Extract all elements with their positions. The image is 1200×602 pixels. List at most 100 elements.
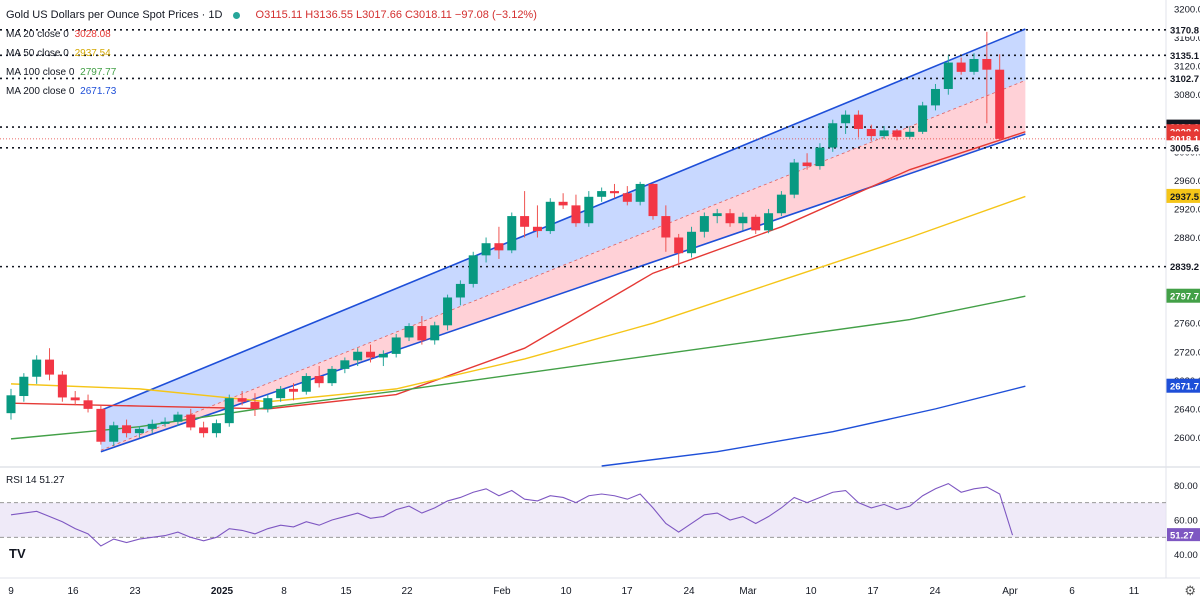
ma200-value: 2671.73 [80,86,117,97]
time-tick-label: 11 [1129,586,1140,597]
candle-body [199,427,209,434]
price-label-box [1166,22,1200,37]
ma100-value: 2797.77 [80,67,117,78]
time-tick-label: 2025 [211,586,234,597]
price-label-box [1166,70,1200,85]
candle-body [211,423,221,434]
candle-body [892,130,902,137]
price-label-box [1166,288,1200,303]
price-tick-label: 3080.00 [1174,90,1200,101]
time-tick-label: 24 [929,586,941,597]
ma50-label: MA 50 close 0 [6,48,69,59]
ma20-value: 3028.08 [74,29,111,40]
price-tick-label: 3120.00 [1174,62,1200,73]
price-tick-label: 2880.00 [1174,233,1200,244]
price-tick-label: 3160.00 [1174,33,1200,44]
price-label-box [1166,140,1200,155]
candle-body [751,216,761,231]
time-tick-label: 8 [281,586,287,597]
candle-body [96,408,106,442]
candle-body [404,326,414,338]
ma50-legend[interactable]: MA 50 close 0 2937.54 [6,44,537,63]
candle-body [122,425,132,434]
candle-body [481,243,491,256]
candle-body [301,376,311,392]
ma20-label: MA 20 close 0 [6,29,69,40]
candle-body [391,337,401,354]
candle-body [661,216,671,238]
ma200-legend[interactable]: MA 200 close 0 2671.73 [6,82,537,101]
rsi-legend[interactable]: RSI 14 51.27 [6,475,64,486]
price-label-text: 3018.1 [1170,134,1200,145]
time-tick-label: Apr [1002,586,1018,597]
price-tick-label: 2760.00 [1174,319,1200,330]
ma20-legend[interactable]: MA 20 close 0 3028.08 [6,25,537,44]
candle-body [597,191,607,197]
time-tick-label: Mar [739,586,757,597]
candle-body [584,196,594,224]
candle-body [45,359,55,375]
time-tick-label: 9 [8,586,14,597]
channel-upper-fill [100,28,1026,451]
price-label-text: 2797.7 [1170,292,1199,303]
candle-body [430,325,440,341]
candle-body [699,216,709,232]
price-label-text: 3135.1 [1170,51,1200,62]
candle-body [340,360,350,369]
time-tick-label: 10 [560,586,572,597]
candle-body [417,326,427,341]
ma100-legend[interactable]: MA 100 close 0 2797.77 [6,63,537,82]
chart-legend: Gold US Dollars per Ounce Spot Prices · … [6,6,537,101]
candle-body [982,58,992,70]
ma-line-3 [601,385,1026,467]
price-label-text: 2937.5 [1170,192,1200,203]
candle-body [147,423,157,429]
candle-body [83,400,93,409]
price-label-box [1166,188,1200,203]
candle-body [815,147,825,167]
candle-body [841,114,851,124]
rsi-tick-label: 80.00 [1174,481,1198,492]
ma-line-1 [10,195,1026,403]
time-tick-label: 15 [340,586,352,597]
candle-body [494,243,504,251]
candle-body [687,231,697,254]
candle-body [879,130,889,137]
candle-body [507,216,517,251]
candle-body [930,88,940,106]
candle-body [366,351,376,358]
price-tick-label: 2640.00 [1174,404,1200,415]
candle-body [378,353,388,358]
candle-body [250,401,260,409]
price-label-text: 2839.2 [1170,262,1199,273]
candle-body [776,194,786,214]
time-tick-label: 16 [67,586,79,597]
settings-gear-icon[interactable]: ⚙ [1184,583,1196,598]
channel-upper-line [100,28,1026,412]
candle-body [455,283,465,298]
candle-body [558,201,568,206]
candle-body [738,216,748,224]
candle-body [237,398,247,402]
candle-body [443,297,453,326]
tradingview-logo[interactable]: TV [9,546,26,561]
candle-body [532,226,542,232]
market-status-icon [233,11,241,19]
candle-body [70,397,80,401]
ma200-label: MA 200 close 0 [6,86,75,97]
price-label-box [1166,378,1200,393]
rsi-line [10,482,1014,547]
time-tick-label: Feb [493,586,511,597]
time-tick-label: 24 [683,586,695,597]
candle-body [173,414,183,422]
ma50-value: 2937.54 [74,48,111,59]
price-label-text: 3005.6 [1170,143,1199,154]
ohlc-values: O3115.11 H3136.55 L3017.66 C3018.11 −97.… [255,9,537,21]
candle-body [969,58,979,72]
candle-body [828,123,838,148]
candle-body [520,216,530,227]
candle-body [853,114,863,129]
rsi-tick-label: 60.00 [1174,516,1198,527]
candle-body [276,388,286,399]
